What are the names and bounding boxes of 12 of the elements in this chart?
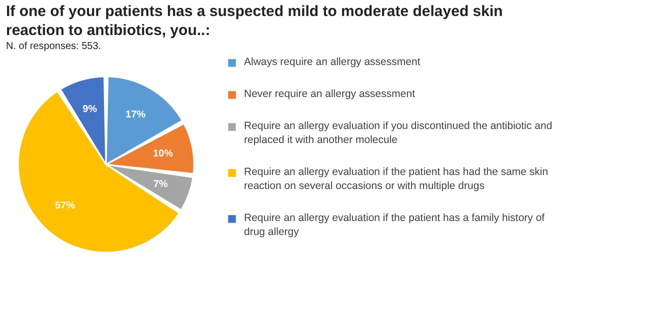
- legend-label: Require an allergy evaluation if the patient has had the same skin reaction on several occasions or with multiple drugs: [244, 166, 548, 192]
- data-label: 7%: [153, 179, 168, 190]
- chart-subtitle: N. of responses: 553.: [6, 41, 102, 52]
- legend-label: Require an allergy evaluation if you discontinued the antibiotic and replaced it with another molecule: [244, 120, 552, 146]
- data-label: 17%: [126, 110, 146, 121]
- chart-title: If one of your patients has a suspected mild to moderate delayed skin reaction to antibiotics, you..:: [6, 3, 503, 39]
- legend-label: Always require an allergy assessment: [244, 56, 420, 68]
- data-label: 10%: [152, 148, 174, 160]
- legend-label: Require an allergy evaluation if the patient has a family history of drug allergy: [244, 212, 545, 238]
- data-label: 57%: [54, 200, 76, 212]
- data-label: 9%: [82, 104, 98, 115]
- legend-label: Never require an allergy assessment: [244, 88, 416, 100]
